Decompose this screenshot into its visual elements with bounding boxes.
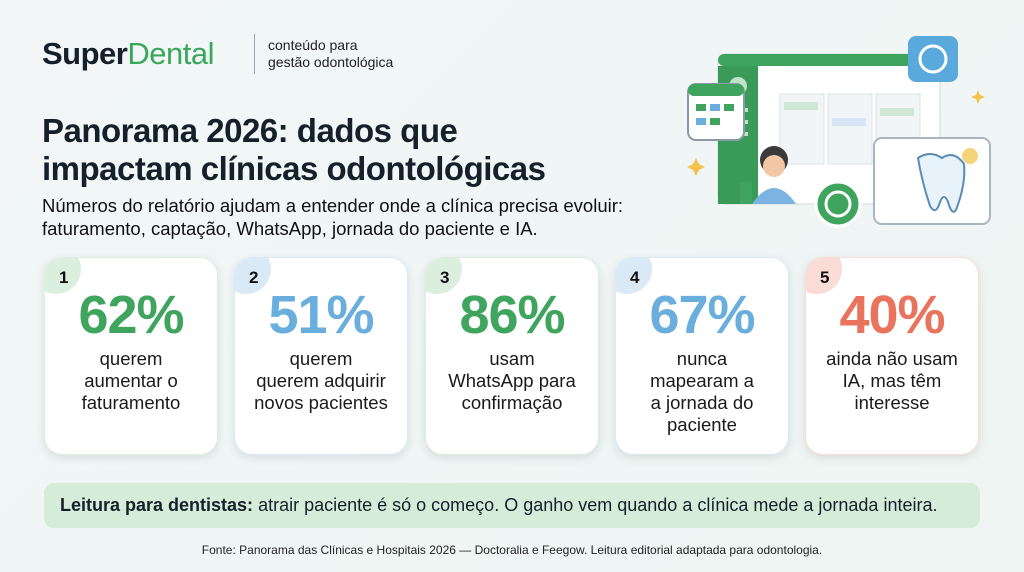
stat-card: 2 51% querem querem adquirir novos pacientes [234, 257, 408, 455]
stat-card: 5 40% ainda não usam IA, mas têm interesse [805, 257, 979, 455]
brand: SuperDental [42, 36, 214, 72]
card-value: 86% [459, 285, 565, 345]
subtitle-line: faturamento, captação, WhatsApp, jornada… [42, 218, 538, 239]
card-text-line: interesse [854, 392, 930, 413]
subtitle-line: Números do relatório ajudam a entender o… [42, 195, 624, 216]
card-text-line: a jornada do [650, 392, 754, 413]
card-text: ainda não usam IA, mas têm interesse [806, 348, 978, 414]
card-number: 2 [249, 268, 259, 287]
card-number: 3 [440, 268, 450, 287]
card-text: querem querem adquirir novos pacientes [235, 348, 407, 414]
card-text-line: paciente [667, 414, 737, 435]
title: Panorama 2026: dados que impactam clínic… [42, 112, 546, 188]
title-line: Panorama 2026: dados que [42, 112, 458, 149]
callout-text: atrair paciente é só o começo. O ganho v… [253, 495, 938, 515]
brand-b: Dental [127, 36, 214, 71]
card-text-line: mapearam a [650, 370, 754, 391]
brand-a: Super [42, 36, 128, 71]
card-value: 67% [649, 285, 755, 345]
card-text-line: querem adquirir [256, 370, 386, 391]
card-number: 4 [630, 268, 640, 287]
callout: Leitura para dentistas: atrair paciente … [44, 483, 980, 528]
card-text-line: querem [289, 348, 353, 369]
card-value: 62% [78, 285, 184, 345]
subtitle: Números do relatório ajudam a entender o… [42, 194, 623, 240]
card-text-line: ainda não usam [826, 348, 958, 369]
callout-lead: Leitura para dentistas: [60, 495, 254, 515]
card-text: querem aumentar o faturamento [45, 348, 217, 414]
tagline: conteúdo para gestão odontológica [268, 37, 393, 71]
separator [254, 34, 255, 74]
card-text: usam WhatsApp para confirmação [426, 348, 598, 414]
tagline-line: gestão odontológica [268, 54, 394, 70]
card-text-line: querem [99, 348, 163, 369]
stat-card: 1 62% querem aumentar o faturamento [44, 257, 218, 455]
card-text-line: IA, mas têm [842, 370, 942, 391]
card-text-line: novos pacientes [254, 392, 388, 413]
illustration [687, 36, 991, 228]
card-text-line: confirmação [461, 392, 563, 413]
footer: Fonte: Panorama das Clínicas e Hospitais… [201, 543, 823, 557]
card-text-line: usam [489, 348, 535, 369]
stat-card: 3 86% usam WhatsApp para confirmação [425, 257, 599, 455]
card-text-line: aumentar o [84, 370, 178, 391]
card-number: 1 [59, 268, 69, 287]
title-line: impactam clínicas odontológicas [42, 150, 546, 187]
card-value: 51% [268, 285, 374, 345]
card-number: 5 [820, 268, 830, 287]
card-text-line: nunca [676, 348, 728, 369]
card-text-line: WhatsApp para [448, 370, 576, 391]
tagline-line: conteúdo para [268, 37, 358, 53]
card-text-line: faturamento [81, 392, 181, 413]
card-value: 40% [839, 285, 945, 345]
